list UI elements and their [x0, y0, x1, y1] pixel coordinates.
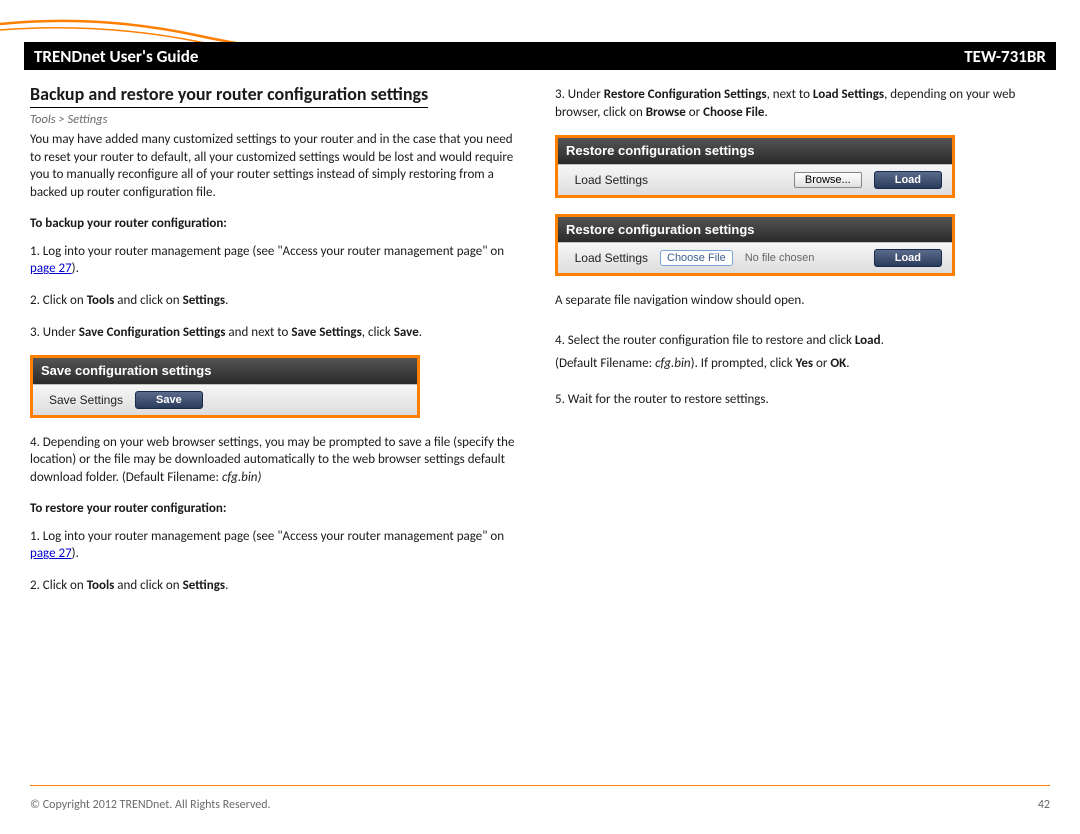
backup-step-1: 1. Log into your router management page … [30, 243, 525, 278]
header-bar: TRENDnet User's Guide TEW-731BR [24, 42, 1056, 70]
backup-step-2: 2. Click on Tools and click on Settings. [30, 292, 525, 310]
breadcrumb: Tools > Settings [30, 112, 525, 129]
restore-step-3: 3. Under Restore Configuration Settings,… [555, 86, 1050, 121]
save-settings-label: Save Settings [43, 392, 123, 408]
load-settings-label: Load Settings [568, 172, 648, 188]
section-title: Backup and restore your router configura… [30, 82, 428, 108]
page-link[interactable]: page 27 [30, 261, 72, 276]
browse-button[interactable]: Browse... [794, 172, 862, 188]
restore-step-1: 1. Log into your router management page … [30, 528, 525, 563]
save-settings-screenshot: Save configuration settings Save Setting… [30, 355, 420, 418]
restore-panel-title: Restore configuration settings [558, 138, 952, 164]
right-column: 3. Under Restore Configuration Settings,… [555, 82, 1050, 774]
backup-step-4: 4. Depending on your web browser setting… [30, 434, 525, 487]
restore-settings-screenshot-2: Restore configuration settings Load Sett… [555, 214, 955, 277]
separate-window-text: A separate file navigation window should… [555, 292, 1050, 310]
save-button[interactable]: Save [135, 391, 203, 409]
load-settings-label: Load Settings [568, 250, 648, 266]
header-model: TEW-731BR [964, 46, 1046, 67]
page-number: 42 [1038, 798, 1050, 812]
intro-paragraph: You may have added many customized setti… [30, 131, 525, 201]
save-panel-title: Save configuration settings [33, 358, 417, 384]
restore-panel-row: Load Settings Browse... Load [558, 164, 952, 195]
footer-divider [30, 785, 1050, 786]
restore-step-5: 5. Wait for the router to restore settin… [555, 391, 1050, 409]
restore-settings-screenshot-1: Restore configuration settings Load Sett… [555, 135, 955, 198]
backup-step-3: 3. Under Save Configuration Settings and… [30, 324, 525, 342]
left-column: Backup and restore your router configura… [30, 82, 525, 774]
restore-heading: To restore your router configuration: [30, 500, 525, 518]
backup-heading: To backup your router configuration: [30, 215, 525, 233]
header-title: TRENDnet User's Guide [34, 46, 198, 67]
restore-step-4b: (Default Filename: cfg.bin). If prompted… [555, 355, 1050, 373]
choose-file-button[interactable]: Choose File [660, 250, 733, 266]
restore-panel-row: Load Settings Choose File No file chosen… [558, 242, 952, 273]
footer: © Copyright 2012 TRENDnet. All Rights Re… [30, 798, 1050, 812]
no-file-text: No file chosen [745, 251, 815, 266]
restore-panel-title: Restore configuration settings [558, 217, 952, 243]
restore-step-2: 2. Click on Tools and click on Settings. [30, 577, 525, 595]
load-button[interactable]: Load [874, 249, 942, 267]
copyright: © Copyright 2012 TRENDnet. All Rights Re… [30, 798, 271, 812]
page-link[interactable]: page 27 [30, 546, 72, 561]
restore-step-4: 4. Select the router configuration file … [555, 332, 1050, 350]
save-panel-row: Save Settings Save [33, 384, 417, 415]
content-area: Backup and restore your router configura… [30, 82, 1050, 774]
load-button[interactable]: Load [874, 171, 942, 189]
